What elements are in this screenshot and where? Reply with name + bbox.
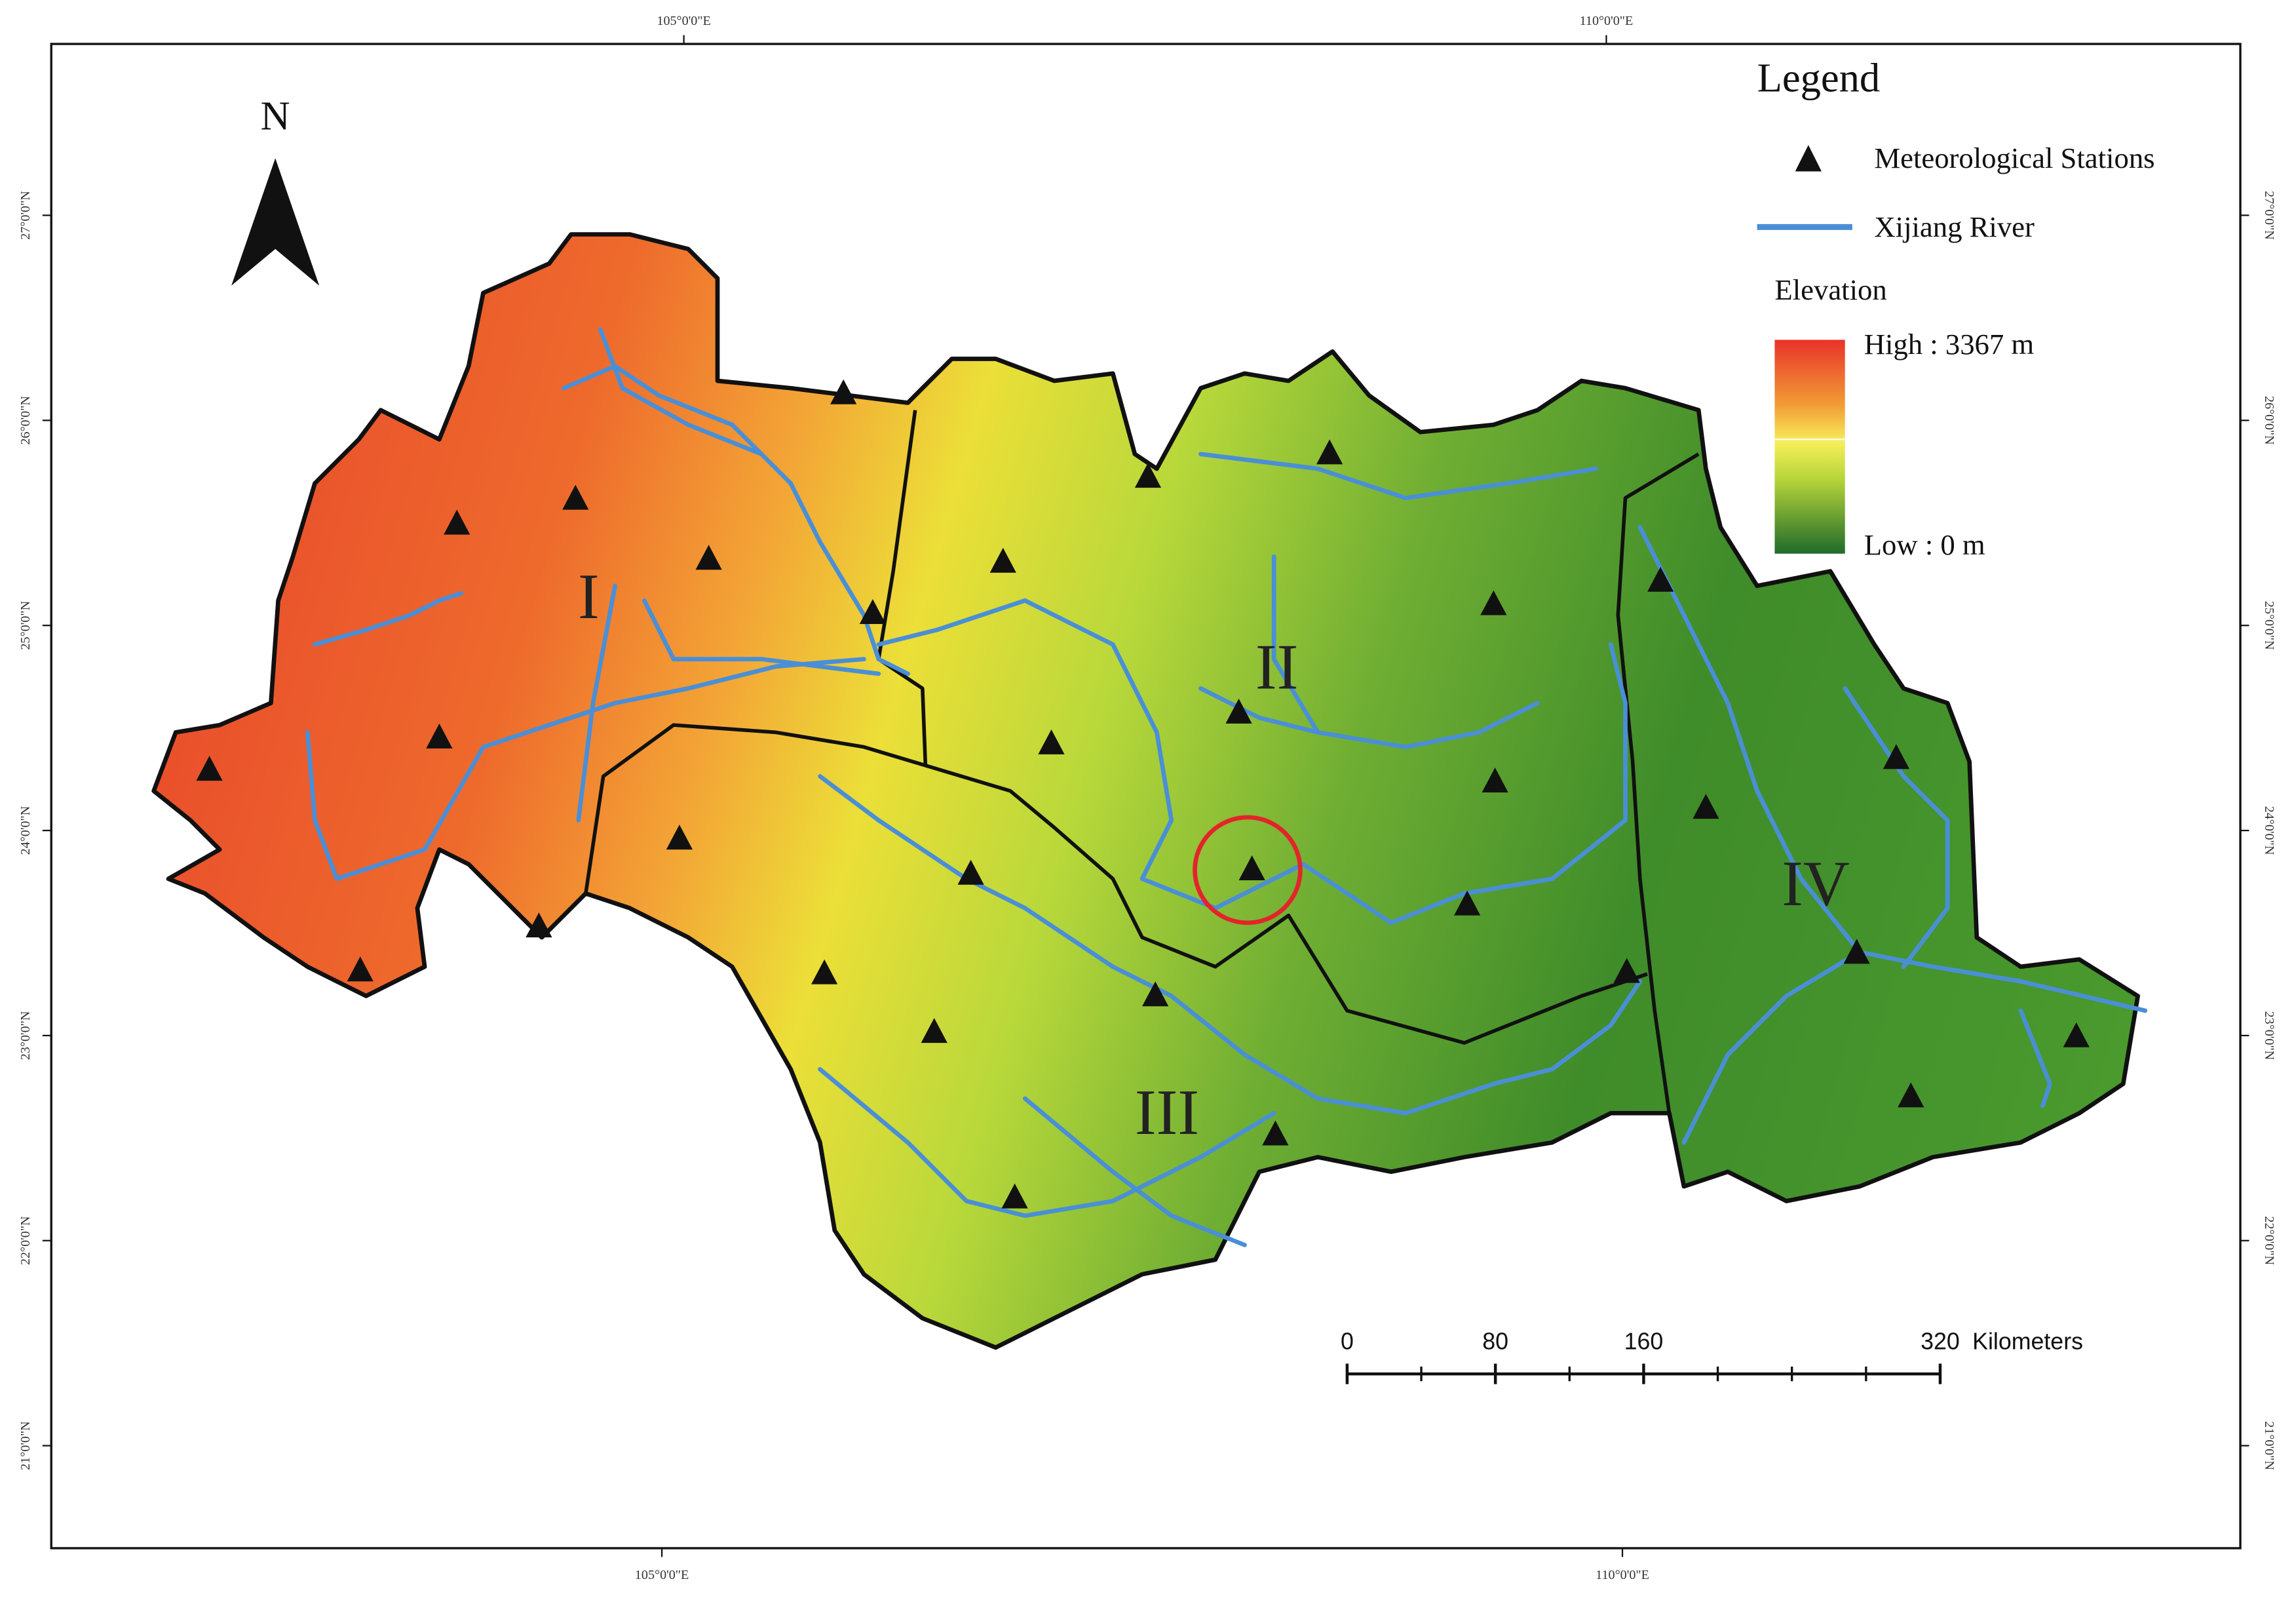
region-label: II — [1255, 632, 1298, 703]
scale-bar: 0 80 160 320 Kilometers — [1341, 1329, 2083, 1384]
scale-unit: Kilometers — [1972, 1329, 2083, 1355]
station — [859, 598, 886, 624]
longitude-label: 105°0'0"E — [635, 1568, 689, 1582]
longitude-label: 110°0'0"E — [1580, 14, 1634, 28]
region-label: I — [578, 561, 600, 633]
latitude-label: 26°0'0"N — [18, 396, 33, 445]
station — [1613, 958, 1640, 983]
region-border — [1616, 452, 1700, 1114]
latitude-label: 27°0'0"N — [2262, 191, 2276, 240]
highlight-circle — [1193, 815, 1303, 926]
station — [1316, 439, 1343, 465]
station — [347, 956, 373, 982]
station — [830, 379, 857, 404]
station — [526, 912, 552, 938]
station — [957, 859, 984, 885]
station — [1693, 794, 1719, 819]
region-border — [584, 723, 1648, 1045]
river — [313, 591, 464, 647]
latitude-label: 25°0'0"N — [18, 600, 33, 650]
station — [1898, 1082, 1924, 1108]
elevation-ramp — [1774, 340, 1845, 554]
latitude-label: 26°0'0"N — [2262, 396, 2276, 445]
scale-label: 160 — [1624, 1329, 1664, 1355]
scale-label: 80 — [1482, 1329, 1508, 1355]
station — [2063, 1022, 2090, 1047]
elevation-low: Low : 0 m — [1864, 528, 1985, 561]
latitude-label: 21°0'0"N — [2262, 1421, 2276, 1470]
station — [196, 756, 223, 781]
station — [562, 484, 589, 510]
latitude-label: 23°0'0"N — [18, 1011, 33, 1060]
river — [598, 327, 764, 457]
legend-station-icon — [1795, 145, 1822, 172]
graticule: 105°0'0"E 110°0'0"E 105°0'0"E 110°0'0"E 27°0… — [18, 14, 2276, 1582]
station — [1262, 1120, 1289, 1146]
river — [305, 657, 866, 882]
station — [1225, 698, 1252, 724]
station — [811, 959, 838, 984]
station — [1142, 981, 1169, 1007]
station — [1001, 1183, 1028, 1209]
river — [562, 364, 910, 676]
river — [876, 598, 1628, 926]
region-label: III — [1135, 1077, 1199, 1148]
station — [1647, 566, 1674, 592]
river — [818, 1066, 1276, 1218]
river — [1843, 686, 1950, 969]
elevation-high: High : 3367 m — [1864, 328, 2035, 361]
river — [641, 598, 881, 676]
north-label: N — [261, 93, 290, 139]
river — [1198, 686, 1320, 735]
river — [1681, 950, 1862, 1145]
latitude-label: 22°0'0"N — [18, 1216, 33, 1265]
river — [2018, 1008, 2052, 1108]
longitude-label: 110°0'0"E — [1596, 1568, 1649, 1582]
station — [666, 825, 693, 850]
station — [426, 723, 453, 749]
river — [1271, 554, 1540, 750]
station — [1134, 463, 1162, 488]
north-arrow — [231, 158, 320, 286]
station — [1038, 729, 1065, 754]
latitude-label: 22°0'0"N — [2262, 1216, 2276, 1265]
latitude-label: 27°0'0"N — [18, 191, 33, 240]
station — [1454, 890, 1481, 916]
station — [444, 509, 470, 535]
station — [695, 545, 722, 570]
region-label: IV — [1782, 848, 1850, 920]
latitude-label: 24°0'0"N — [2262, 806, 2276, 855]
latitude-label: 23°0'0"N — [2262, 1011, 2276, 1061]
station — [1843, 939, 1870, 964]
legend-item: Xijiang River — [1874, 210, 2035, 243]
scale-label: 0 — [1341, 1329, 1354, 1355]
rivers — [305, 327, 2148, 1247]
station — [1238, 855, 1265, 881]
legend-item: Meteorological Stations — [1874, 142, 2154, 174]
basin — [151, 232, 2140, 1350]
station — [1883, 744, 1910, 770]
station — [921, 1018, 947, 1043]
elevation-title: Elevation — [1774, 273, 1886, 306]
station — [1480, 590, 1507, 615]
station — [989, 547, 1016, 573]
latitude-label: 21°0'0"N — [18, 1421, 33, 1470]
station — [1482, 767, 1508, 792]
longitude-label: 105°0'0"E — [657, 14, 710, 28]
river — [1198, 452, 1599, 501]
latitude-label: 25°0'0"N — [2262, 601, 2276, 650]
river — [1022, 1096, 1247, 1247]
stations — [196, 379, 2090, 1209]
river — [1637, 525, 2148, 1013]
latitude-label: 24°0'0"N — [18, 806, 33, 855]
legend-title: Legend — [1757, 54, 1881, 100]
river — [576, 583, 617, 823]
scale-label: 320 — [1921, 1329, 1960, 1355]
